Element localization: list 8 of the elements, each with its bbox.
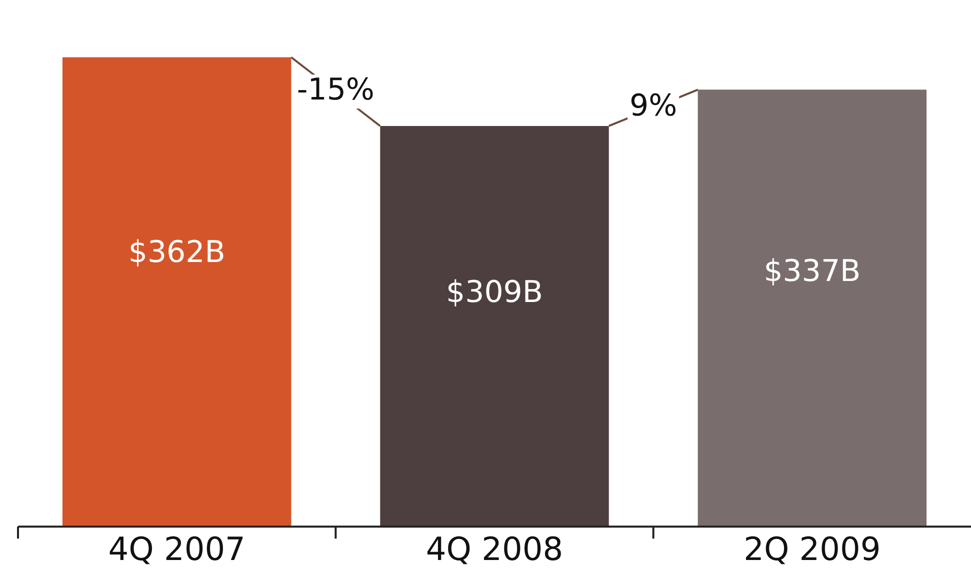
annotation: -15% [296, 72, 374, 108]
data-label: $309B [446, 275, 543, 310]
annotation: 9% [630, 88, 678, 124]
data-label: $337B [764, 254, 861, 289]
x-tick-label: 4Q 2008 [426, 530, 564, 568]
x-tick-label: 4Q 2007 [108, 530, 246, 568]
data-label: $362B [128, 235, 226, 270]
x-tick-label: 2Q 2009 [744, 530, 881, 568]
